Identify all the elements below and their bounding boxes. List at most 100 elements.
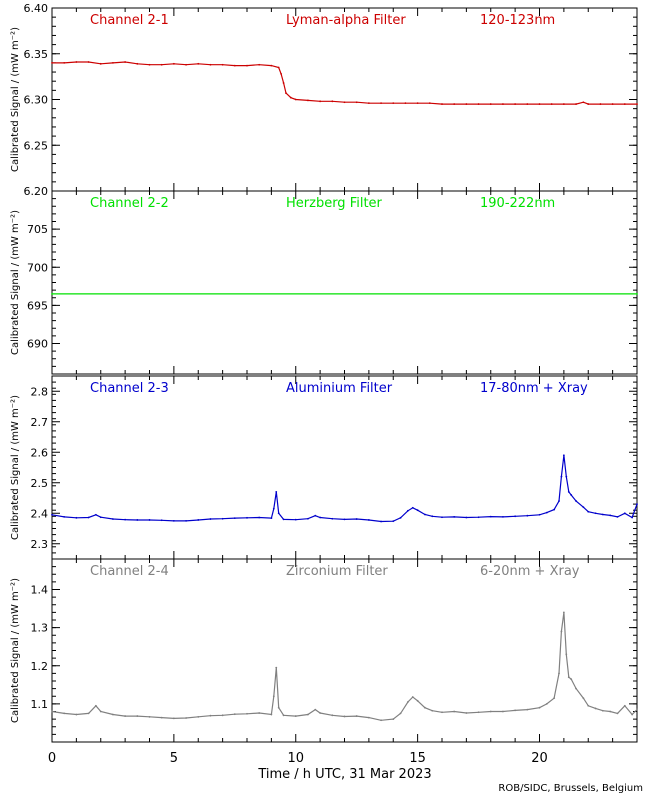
panel-1-data-point [160,63,163,66]
panel-3-data-point [343,518,346,521]
panel-3-data-point [277,512,280,515]
panel-3-data-point [94,513,97,516]
panel-1-data-point [367,102,370,105]
panel-3-data-point [545,511,548,514]
panel-3-data-point [51,513,53,516]
panel-1-data-point [280,72,283,75]
panel-4-ytick-label: 1.1 [31,698,49,711]
panel-4-data-point [587,704,590,707]
panel-3-data-point [99,516,102,519]
panel-1-data-point [63,62,66,64]
panel-1-data-point [99,62,102,65]
panel-2-ylabel: Calibrated Signal / (mW m⁻²) [10,210,21,355]
panel-1-data-point [477,103,480,105]
panel-4-data-point [275,666,278,669]
panel-2-ytick-label: 695 [27,299,48,312]
panel-1-data-point [331,100,334,103]
panel-4-data-point [558,672,560,675]
panel-1-data-point [307,99,309,102]
panel-1-series-line [52,61,637,105]
panel-4-data-point [565,653,568,656]
panel-1-data-point [428,102,431,105]
panel-4-data-point [545,702,548,705]
panel-1-data-point [197,62,200,65]
panel-1-data-point [562,103,565,105]
panel-1-data-point [277,66,280,69]
x-tick-label: 20 [531,751,548,766]
panel-4-data-point [380,719,382,722]
panel-4-data-point [553,697,556,700]
panel-1-ytick-label: 6.20 [24,185,49,198]
panel-4-data-point [307,713,309,716]
panel-1-data-point [294,98,297,101]
panel-4-data-point [631,713,634,716]
panel-3-band: 17-80nm + Xray [480,381,588,396]
panel-4-data-point [392,718,395,721]
panel-4-data-point [112,713,114,716]
panel-4-data-point [63,712,66,715]
panel-4-frame [51,558,638,743]
panel-1-data-point [319,100,322,103]
panel-2-data-point [51,293,53,295]
panel-3-data-point [314,514,317,517]
panel-4-data-point [538,706,541,709]
panel-4-ylabel: Calibrated Signal / (mW m⁻²) [10,578,21,723]
panel-3-data-point [623,512,626,515]
panel-1-data-point [599,103,602,105]
panel-4-data-point [431,709,434,712]
panel-3-data-point [331,517,334,520]
panel-1-data-point [587,103,590,105]
panel-1-data-point [124,61,127,63]
panel-1-filter: Lyman-alpha Filter [286,13,406,28]
panel-4-data-point [331,714,334,717]
panel-3-data-point [160,519,163,522]
panel-3-data-point [282,518,285,521]
panel-4-data-point [185,717,187,719]
panel-3-data-point [275,491,278,493]
x-tick-label: 15 [409,751,426,766]
panel-4-data-point [570,678,573,680]
panel-1-data-point [526,103,529,105]
panel-3-data-point [453,516,456,518]
panel-1-data-point [343,101,346,104]
panel-4-ytick-label: 1.2 [31,660,49,673]
panel-2-ytick-label: 690 [27,338,48,351]
panel-2-filter: Herzberg Filter [286,196,383,211]
panel-4-data-point [424,706,426,709]
panel-4-data-point [277,706,280,709]
panel-3-data-point [87,516,90,519]
panel-4-data-point [582,697,585,700]
panel-3-data-point [631,516,634,519]
panel-4-data-point [465,712,468,714]
panel-1-data-point [355,101,358,104]
panel-4-data-point [411,696,414,698]
panel-4-data-point [160,716,163,719]
panel-4-data-point [294,715,297,717]
panel-2-ytick-label: 705 [27,223,48,236]
credit-text: ROB/SIDC, Brussels, Belgium [498,783,643,794]
panel-1-data-point [550,103,553,105]
panel-1-band: 120-123nm [480,13,555,28]
panel-3-data-point [526,514,529,517]
panel-3-data-point [562,454,565,457]
panel-4-data-point [221,714,224,717]
panel-3-data-point [399,516,402,519]
panel-3-filter: Aluminium Filter [286,381,393,396]
panel-3-data-point [465,516,468,519]
x-tick-label: 0 [48,751,56,766]
panel-3-ylabel: Calibrated Signal / (mW m⁻²) [10,395,21,540]
panel-3-data-point [431,515,434,518]
panel-3-data-point [570,494,573,496]
panel-3-data-point [502,516,504,518]
panel-2-ytick-label: 700 [27,261,48,274]
panel-1-ytick-label: 6.40 [24,2,49,15]
panel-3-frame [51,375,638,560]
panel-4-data-point [594,707,597,710]
panel-3-ytick-label: 2.7 [31,416,49,429]
panel-4-data-point [319,712,322,714]
panel-4-filter: Zirconium Filter [286,564,388,579]
panel-4-data-point [258,712,261,714]
panel-3-data-point [172,519,175,522]
panel-4-data-point [148,715,151,718]
panel-1-data-point [87,61,90,63]
